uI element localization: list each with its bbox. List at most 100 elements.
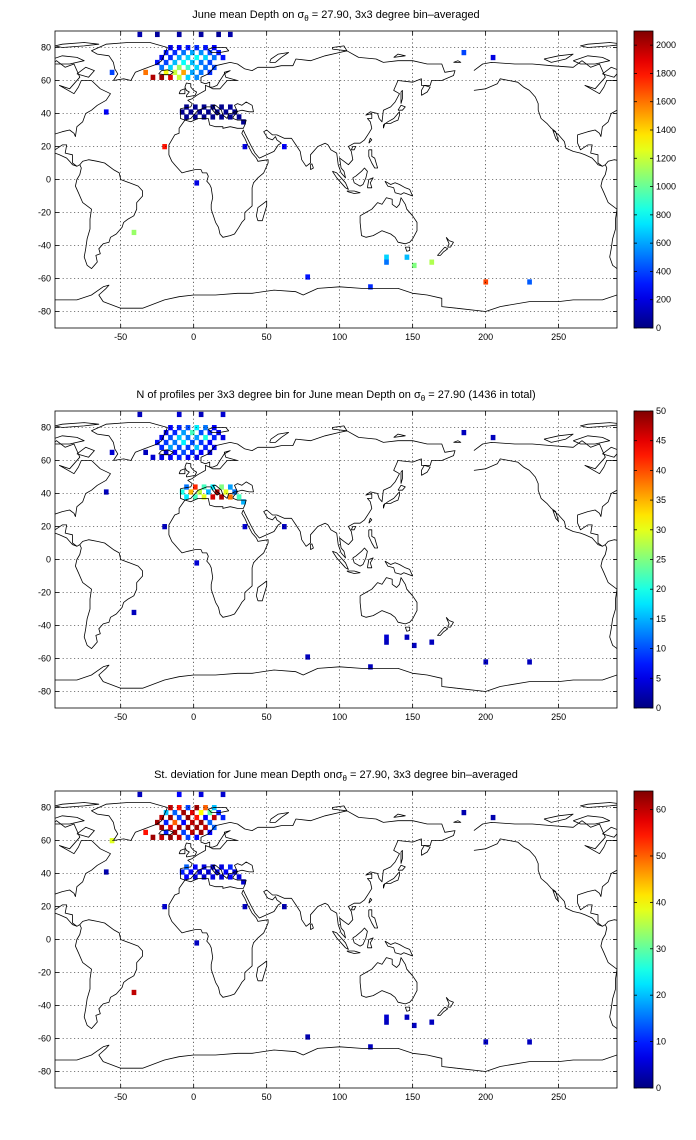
coast-line [158,449,174,456]
data-cell [198,411,204,418]
data-cell [242,144,248,150]
x-tick-label: 200 [478,1092,493,1102]
coast-line [55,815,85,825]
data-cell [181,829,186,836]
data-cell [203,824,208,831]
coast-line [616,430,617,432]
coast-line [384,940,413,957]
coast-line [600,919,617,1029]
data-cell [198,429,204,436]
data-cell [190,59,195,66]
data-cell [206,869,211,875]
data-cell [192,114,198,120]
data-cell [176,64,182,71]
colorbar-tick-label: 40 [656,897,666,907]
data-cell [185,425,191,431]
data-cell [192,874,198,880]
data-cell [163,439,169,446]
data-cell [198,31,204,38]
data-cell [198,49,204,56]
coast-line [473,60,617,167]
coast-line [350,906,357,911]
data-cell [241,879,246,885]
data-cell [305,1034,311,1040]
title-symbol: σ [297,9,304,21]
data-cell [162,144,167,150]
data-cell [197,109,203,115]
data-cell [192,104,198,110]
data-cell [176,444,182,451]
data-cell [185,64,191,71]
coast-line [168,50,456,238]
data-cell [176,74,182,80]
coast-line [393,53,406,58]
colorbar-frame [633,30,654,329]
data-cell [163,59,169,66]
coast-line [404,246,411,252]
data-cell [203,434,208,441]
data-cell [216,31,221,38]
data-cell [143,829,148,836]
data-cell [384,639,389,645]
data-cell [207,429,213,436]
data-cell [220,411,226,418]
data-cell [143,449,148,456]
data-cell [197,869,203,875]
title-symbol: σ [336,769,343,781]
coast-line [352,927,368,947]
coast-line [397,484,406,491]
colorbar-tick-label: 45 [656,436,666,446]
data-cell [109,69,115,76]
coast-line [616,810,617,812]
y-tick-label: 80 [41,423,51,433]
y-tick-label: -60 [38,1034,51,1044]
coast-line [209,450,238,470]
coast-line [384,180,413,197]
y-tick-label: 80 [41,43,51,53]
x-tick-label: 150 [405,1092,420,1102]
data-cell [219,494,224,500]
data-cell [172,819,178,826]
data-cell [185,824,191,831]
coast-line [76,826,95,838]
data-cell [203,425,208,431]
coast-line [310,543,314,550]
data-cell [159,64,165,71]
data-cell [179,109,185,115]
data-cell [176,824,182,831]
data-cell [190,829,195,836]
coast-line [400,90,403,104]
coast-line [445,997,454,1008]
coast-line [158,69,174,76]
data-cell [168,834,173,840]
data-cell [192,864,198,870]
coast-line [368,529,378,549]
title-suffix: = 27.90, 3x3 degree bin–averaged [347,769,518,781]
data-cell [168,824,173,831]
coast-line [368,909,378,929]
y-tick-label: -40 [38,241,51,251]
data-cell [184,864,189,870]
data-cell [176,814,182,821]
data-cell [188,109,194,115]
colorbar-tick-label: 1800 [656,68,676,78]
data-cell [179,489,185,495]
y-tick-label: -80 [38,687,51,697]
data-cell [404,634,410,640]
data-cell [154,819,160,826]
data-cell [194,454,200,460]
data-cell [181,69,186,76]
coast-line [178,848,186,855]
coast-line [310,923,314,930]
colorbar-gradient [634,791,653,1088]
colorbar-tick-label: 10 [656,644,666,654]
coast-line [367,177,374,189]
data-cell [184,484,189,490]
y-tick-label: 0 [46,175,51,185]
coast-line [332,170,349,190]
coast-line [456,294,617,312]
coast-line [352,167,368,187]
colorbar-tick-label: 60 [656,805,666,815]
coast-line [684,450,696,455]
data-cell [185,814,191,821]
